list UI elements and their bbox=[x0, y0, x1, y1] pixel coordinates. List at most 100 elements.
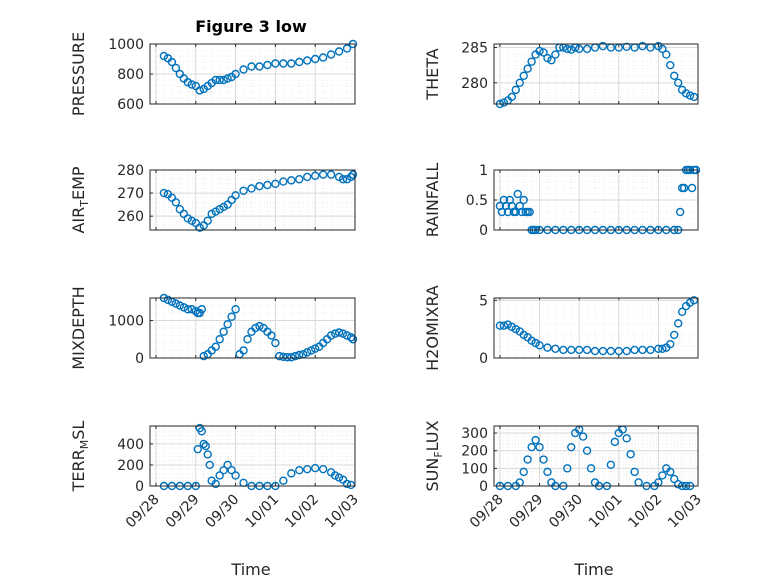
data-point bbox=[527, 57, 536, 66]
data-point bbox=[287, 469, 296, 478]
subplot-theta: 280 285 THETA bbox=[423, 41, 699, 109]
y-tick-label: 800 bbox=[117, 67, 144, 83]
data-point bbox=[199, 351, 208, 361]
y-tick-label: 5 bbox=[479, 293, 488, 309]
data-point bbox=[326, 331, 336, 340]
data-point bbox=[525, 207, 534, 217]
data-point bbox=[291, 351, 300, 361]
data-point bbox=[348, 335, 358, 344]
data-point bbox=[543, 343, 552, 352]
data-point bbox=[622, 346, 631, 356]
axes-box bbox=[493, 43, 699, 105]
data-point bbox=[187, 80, 196, 89]
data-point bbox=[227, 466, 236, 475]
y-tick-label: 1 bbox=[479, 163, 488, 179]
data-point bbox=[231, 305, 240, 314]
y-axis-label: PRESSURE bbox=[69, 32, 88, 116]
data-point bbox=[203, 450, 212, 459]
data-point bbox=[551, 344, 560, 353]
axes-box bbox=[493, 425, 699, 487]
data-point bbox=[239, 186, 248, 195]
subplot-terr-msl: 09/28 09/29 09/30 10/01 10/02 10/03 0 200 400 TER… bbox=[69, 421, 362, 532]
y-axis-label: THETA bbox=[423, 48, 442, 100]
data-point bbox=[287, 59, 296, 68]
data-point bbox=[303, 172, 312, 182]
y-axis-label: SUNFLUX bbox=[423, 420, 445, 491]
data-point bbox=[513, 189, 522, 199]
data-point bbox=[283, 353, 292, 362]
y-tick-label: 285 bbox=[461, 41, 488, 57]
data-point bbox=[590, 346, 600, 356]
x-tick-label: 10/02 bbox=[625, 492, 665, 532]
figure-title: Figure 3 low bbox=[195, 17, 307, 36]
x-axis-label-right: Time bbox=[573, 560, 613, 579]
data-point bbox=[247, 184, 256, 193]
data-point bbox=[279, 476, 288, 485]
x-tick-label: 10/03 bbox=[322, 492, 362, 532]
data-point bbox=[670, 330, 679, 340]
x-tick-label: 09/30 bbox=[203, 492, 243, 532]
x-tick-label: 10/01 bbox=[586, 492, 626, 532]
data-point bbox=[295, 57, 304, 67]
x-axis-label-left: Time bbox=[230, 560, 270, 579]
data-point bbox=[330, 471, 340, 480]
data-point bbox=[646, 345, 655, 355]
data-point bbox=[567, 345, 576, 355]
data-point bbox=[563, 44, 572, 54]
y-tick-label: 400 bbox=[117, 437, 144, 453]
subplot-air-temp: 260 270 280 AIRTEMP bbox=[69, 163, 358, 234]
data-point bbox=[223, 460, 232, 470]
data-point bbox=[574, 345, 584, 355]
data-point bbox=[626, 450, 635, 459]
data-point bbox=[673, 319, 683, 328]
data-point bbox=[326, 170, 336, 179]
x-tick-label: 10/02 bbox=[282, 492, 322, 532]
data-point bbox=[215, 335, 224, 344]
data-point bbox=[547, 56, 556, 65]
data-point bbox=[334, 473, 344, 482]
data-point bbox=[279, 352, 288, 362]
data-point bbox=[310, 54, 320, 64]
y-tick-label: 100 bbox=[461, 461, 488, 477]
data-point bbox=[239, 346, 248, 355]
data-point bbox=[658, 471, 667, 480]
data-point bbox=[638, 41, 647, 51]
y-axis-label: TERRMSL bbox=[69, 421, 91, 493]
data-point bbox=[279, 177, 288, 186]
y-axis-label: H2OMIXRA bbox=[423, 285, 442, 371]
data-point bbox=[497, 207, 507, 217]
data-point bbox=[197, 305, 206, 314]
subplot-mixdepth: 0 1000 MIXDEPTH bbox=[69, 286, 358, 370]
data-point bbox=[687, 183, 697, 193]
data-point bbox=[295, 175, 304, 184]
data-point bbox=[171, 63, 181, 73]
data-point bbox=[334, 328, 344, 337]
y-tick-label: 0 bbox=[479, 223, 488, 239]
subplot-h2omixra: 0 5 H2OMIXRA bbox=[423, 285, 699, 371]
x-tick-label: 09/28 bbox=[467, 492, 507, 532]
data-point bbox=[171, 198, 181, 207]
data-point bbox=[519, 71, 528, 80]
data-point bbox=[295, 466, 304, 475]
y-tick-label: 280 bbox=[461, 76, 488, 92]
data-point bbox=[219, 75, 228, 85]
data-point bbox=[167, 57, 177, 67]
data-point bbox=[271, 179, 280, 189]
data-point bbox=[610, 437, 620, 447]
data-point bbox=[523, 64, 532, 73]
data-point bbox=[670, 474, 679, 484]
data-point bbox=[582, 345, 592, 355]
axes-box bbox=[149, 43, 356, 105]
data-point bbox=[574, 44, 584, 54]
x-tick-label: 10/03 bbox=[665, 492, 705, 532]
data-point bbox=[622, 434, 631, 443]
data-point bbox=[310, 344, 320, 353]
data-point bbox=[303, 464, 312, 474]
data-point bbox=[239, 65, 248, 74]
data-point bbox=[630, 467, 639, 477]
y-tick-label: 200 bbox=[461, 444, 488, 460]
data-point bbox=[666, 339, 675, 349]
data-point bbox=[231, 191, 240, 200]
data-point bbox=[251, 323, 260, 333]
